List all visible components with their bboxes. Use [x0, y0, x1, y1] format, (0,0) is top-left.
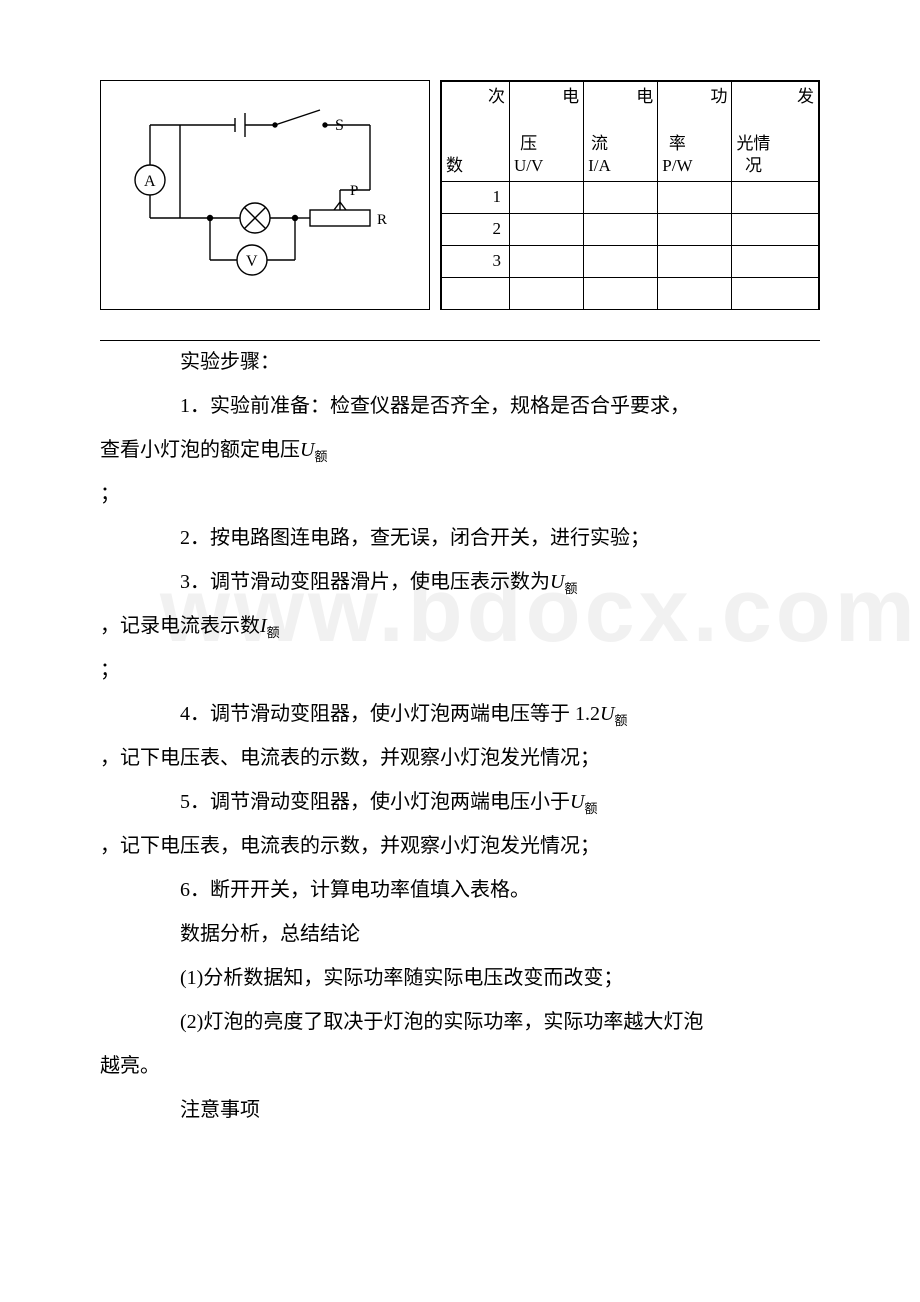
header-trial: 次 数 — [442, 82, 510, 182]
header-current: 电 流I/A — [584, 82, 658, 182]
step-4: 4．调节滑动变阻器，使小灯泡两端电压等于 1.2U额 — [100, 693, 820, 735]
step-3-cont: ，记录电流表示数I额 — [100, 605, 820, 647]
table-row: 3 — [442, 246, 819, 278]
step-2: 2．按电路图连电路，查无误，闭合开关，进行实验； — [100, 517, 820, 559]
step-1-end: ； — [100, 473, 820, 515]
ammeter-label: A — [144, 173, 156, 190]
analysis-heading: 数据分析，总结结论 — [100, 913, 820, 955]
circuit-diagram: S P R — [125, 100, 405, 290]
steps-heading: 实验步骤： — [100, 341, 820, 383]
notes-heading: 注意事项 — [100, 1089, 820, 1131]
analysis-2: (2)灯泡的亮度了取决于灯泡的实际功率，实际功率越大灯泡 — [100, 1001, 820, 1043]
figure-row: S P R — [100, 80, 820, 310]
data-table-box: 次 数 电 压U/V 电 流I/A 功 率P/W 发 光情况 — [440, 80, 820, 310]
step-5: 5．调节滑动变阻器，使小灯泡两端电压小于U额 — [100, 781, 820, 823]
analysis-1: (1)分析数据知，实际功率随实际电压改变而改变； — [100, 957, 820, 999]
table-row: 1 — [442, 182, 819, 214]
step-5-cont: ，记下电压表，电流表的示数，并观察小灯泡发光情况； — [100, 825, 820, 867]
step-3: 3．调节滑动变阻器滑片，使电压表示数为U额 — [100, 561, 820, 603]
step-4-cont: ，记下电压表、电流表的示数，并观察小灯泡发光情况； — [100, 737, 820, 779]
step-1-cont: 查看小灯泡的额定电压U额 — [100, 429, 820, 471]
table-row — [442, 278, 819, 310]
rheostat-label: R — [377, 212, 387, 228]
header-voltage: 电 压U/V — [509, 82, 583, 182]
slider-label: P — [350, 183, 358, 199]
circuit-diagram-box: S P R — [100, 80, 430, 310]
step-3-end: ； — [100, 649, 820, 691]
step-6: 6．断开开关，计算电功率值填入表格。 — [100, 869, 820, 911]
data-table: 次 数 电 压U/V 电 流I/A 功 率P/W 发 光情况 — [441, 81, 819, 310]
voltmeter-label: V — [246, 253, 258, 270]
body-content: 实验步骤： 1．实验前准备：检查仪器是否齐全，规格是否合乎要求， 查看小灯泡的额… — [100, 341, 820, 1131]
header-light: 发 光情况 — [732, 82, 819, 182]
analysis-2-cont: 越亮。 — [100, 1045, 820, 1087]
step-1: 1．实验前准备：检查仪器是否齐全，规格是否合乎要求， — [100, 385, 820, 427]
table-header-row: 次 数 电 压U/V 电 流I/A 功 率P/W 发 光情况 — [442, 82, 819, 182]
table-row: 2 — [442, 214, 819, 246]
header-power: 功 率P/W — [658, 82, 732, 182]
